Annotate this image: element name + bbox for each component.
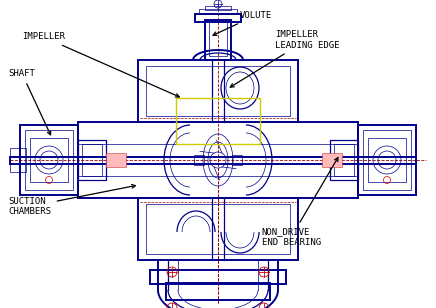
Bar: [10, 148, 26, 172]
Bar: [176, 98, 260, 144]
Bar: [334, 144, 354, 176]
Bar: [358, 125, 416, 195]
Text: SUCTION
CHAMBERS: SUCTION CHAMBERS: [9, 184, 136, 216]
Bar: [322, 153, 342, 167]
Bar: [30, 138, 68, 182]
Bar: [25, 130, 73, 190]
Bar: [146, 66, 290, 116]
Bar: [195, 14, 241, 22]
Bar: [138, 60, 298, 122]
Text: IMPELLER
LEADING EDGE: IMPELLER LEADING EDGE: [230, 30, 339, 87]
Bar: [166, 283, 270, 300]
Text: IMPELLER: IMPELLER: [22, 32, 179, 97]
Bar: [150, 270, 286, 284]
Text: SHAFT: SHAFT: [9, 69, 51, 135]
Text: NON_DRIVE
END BEARING: NON_DRIVE END BEARING: [262, 158, 338, 247]
Bar: [363, 130, 411, 190]
Bar: [205, 20, 231, 60]
Text: VOLUTE: VOLUTE: [213, 11, 272, 35]
Bar: [330, 140, 358, 180]
Bar: [78, 140, 106, 180]
Bar: [209, 22, 227, 56]
Bar: [199, 9, 237, 14]
Bar: [78, 122, 358, 198]
Bar: [106, 153, 126, 167]
Bar: [194, 155, 204, 165]
Bar: [138, 198, 298, 260]
Bar: [205, 6, 231, 10]
Bar: [368, 138, 406, 182]
Bar: [146, 204, 290, 254]
Bar: [20, 125, 78, 195]
Bar: [82, 144, 102, 176]
Bar: [232, 155, 242, 165]
